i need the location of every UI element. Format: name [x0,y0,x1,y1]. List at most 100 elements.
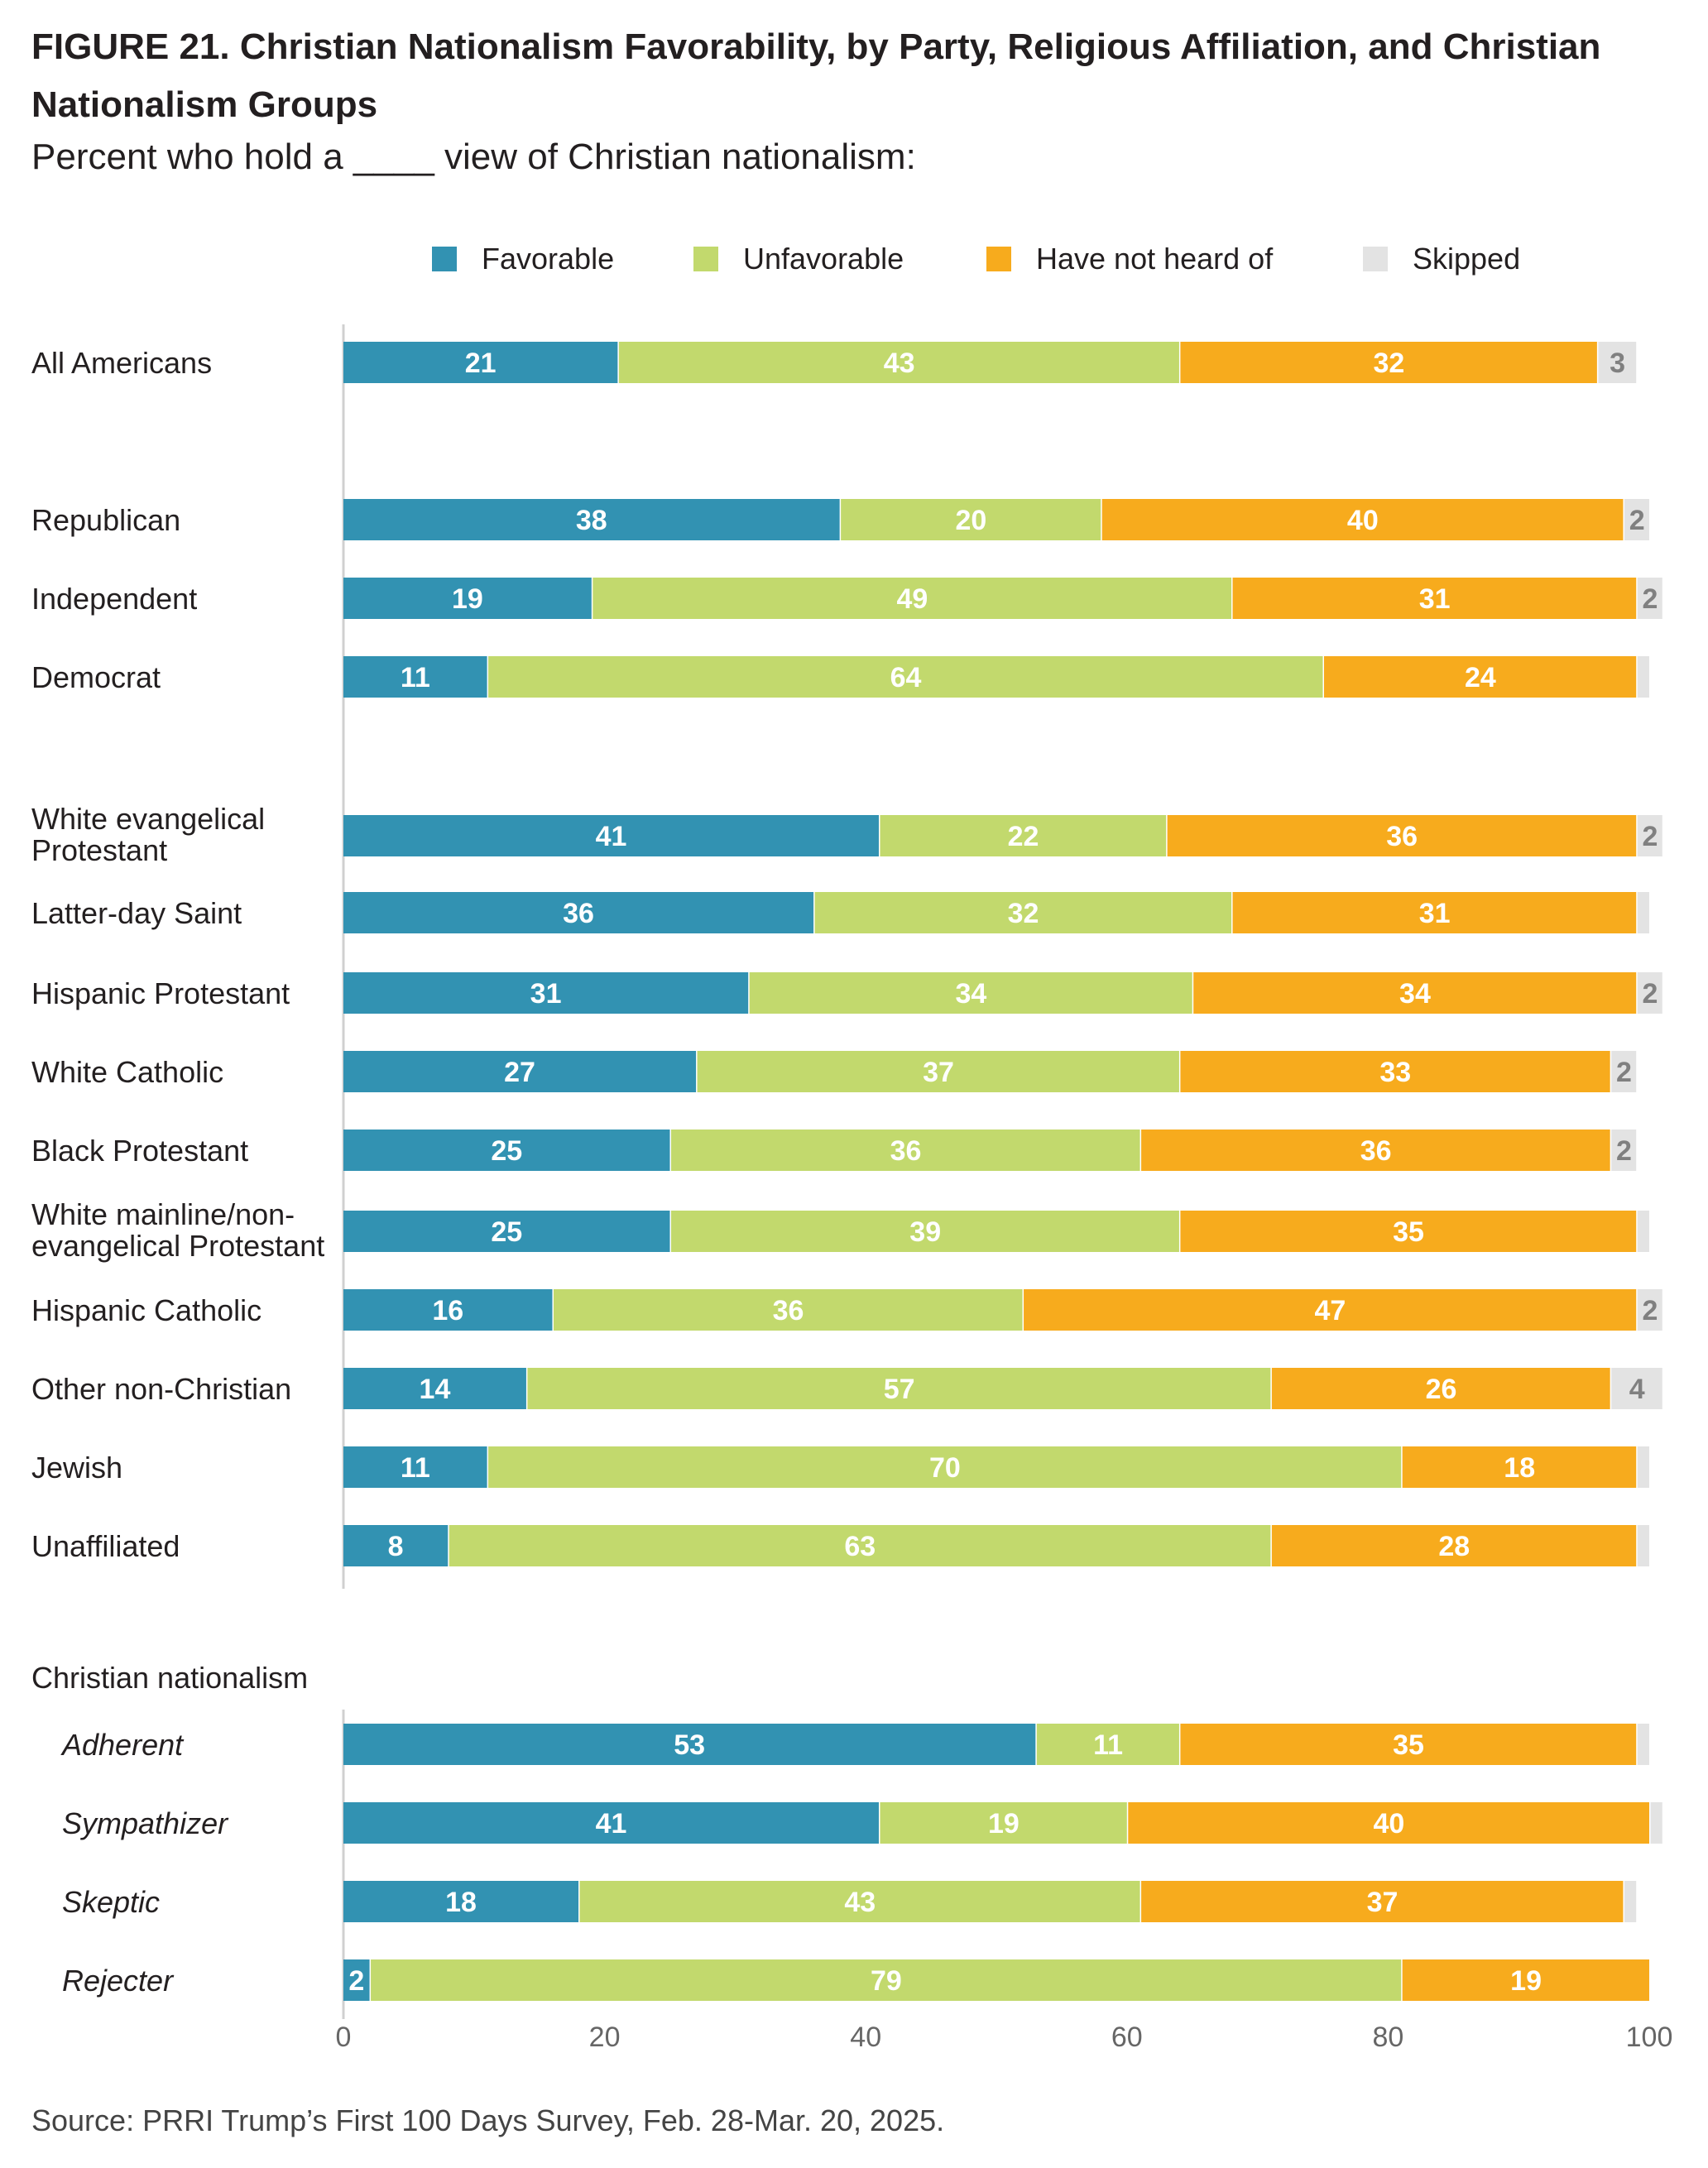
data-label-white-catholic-unfavorable: 37 [923,1057,954,1088]
row-label-unaffiliated: Unaffiliated [31,1529,180,1563]
row-label-independent: Independent [31,582,197,616]
row-label-hispanic-catholic: Hispanic Catholic [31,1293,261,1327]
data-label-white-mainline-non-evangelical-protestant-have-not-heard-of: 35 [1393,1216,1424,1248]
data-label-latter-day-saint-favorable: 36 [563,898,594,929]
bar-white-evangelical-protestant-skipped [1637,815,1662,856]
bar-unaffiliated-skipped [1637,1525,1649,1566]
data-label-jewish-unfavorable: 70 [929,1452,961,1484]
data-label-unaffiliated-unfavorable: 63 [844,1531,876,1562]
bar-democrat-skipped [1637,656,1649,698]
legend-swatch-favorable [432,247,457,271]
data-label-skeptic-favorable: 18 [445,1887,477,1918]
bar-independent-have-not-heard-of [1232,578,1637,619]
data-label-black-protestant-unfavorable: 36 [890,1135,922,1167]
data-label-hispanic-protestant-skipped: 2 [1643,978,1658,1010]
data-label-latter-day-saint-unfavorable: 32 [1008,898,1039,929]
data-label-republican-have-not-heard-of: 40 [1347,505,1379,536]
data-label-independent-unfavorable: 49 [897,583,928,615]
bar-sympathizer-skipped [1650,1802,1662,1844]
bar-democrat-unfavorable [488,656,1323,698]
bar-adherent-have-not-heard-of [1180,1724,1637,1765]
x-tick-40: 40 [850,2022,881,2053]
bar-hispanic-catholic-favorable [343,1289,553,1331]
bar-black-protestant-have-not-heard-of [1141,1130,1610,1171]
bar-white-catholic-unfavorable [697,1051,1179,1092]
bar-black-protestant-skipped [1611,1130,1637,1171]
bar-democrat-have-not-heard-of [1324,656,1637,698]
data-label-white-catholic-favorable: 27 [504,1057,535,1088]
group-header-christian-nationalism: Christian nationalism [31,1661,308,1695]
bar-other-non-christian-skipped [1611,1368,1662,1409]
data-label-sympathizer-have-not-heard-of: 40 [1373,1808,1404,1839]
data-label-hispanic-catholic-have-not-heard-of: 47 [1314,1295,1346,1326]
data-label-hispanic-protestant-unfavorable: 34 [956,978,987,1010]
data-label-republican-unfavorable: 20 [956,505,987,536]
row-label-rejecter: Rejecter [62,1964,175,1998]
bar-white-catholic-have-not-heard-of [1180,1051,1610,1092]
data-label-democrat-unfavorable: 64 [890,662,922,693]
bar-jewish-skipped [1637,1446,1649,1488]
bar-jewish-favorable [343,1446,487,1488]
bar-hispanic-protestant-favorable [343,972,749,1014]
data-label-adherent-favorable: 53 [674,1729,705,1761]
data-label-democrat-favorable: 11 [401,662,430,693]
data-label-black-protestant-favorable: 25 [491,1135,522,1167]
row-label-republican: Republican [31,503,180,537]
bar-white-mainline-non-evangelical-protestant-have-not-heard-of [1180,1211,1637,1252]
chart-subtitle: Percent who hold a ____ view of Christia… [31,137,916,177]
data-label-unaffiliated-have-not-heard-of: 28 [1438,1531,1470,1562]
bar-hispanic-protestant-unfavorable [749,972,1192,1014]
data-label-adherent-unfavorable: 11 [1093,1729,1123,1761]
data-label-democrat-have-not-heard-of: 24 [1465,662,1496,693]
bar-rejecter-unfavorable [371,1959,1402,2001]
data-label-hispanic-protestant-favorable: 31 [530,978,562,1010]
bar-all-americans-unfavorable [618,342,1179,383]
bar-white-catholic-favorable [343,1051,697,1092]
data-label-hispanic-catholic-favorable: 16 [432,1295,463,1326]
bar-other-non-christian-unfavorable [527,1368,1271,1409]
data-label-all-americans-favorable: 21 [465,348,497,379]
row-label-black-protestant: Black Protestant [31,1134,248,1168]
row-label-sympathizer: Sympathizer [62,1806,229,1840]
bar-other-non-christian-have-not-heard-of [1271,1368,1610,1409]
bar-jewish-unfavorable [488,1446,1402,1488]
data-label-rejecter-have-not-heard-of: 19 [1510,1965,1542,1997]
bar-black-protestant-unfavorable [671,1130,1140,1171]
legend-label-unfavorable: Unfavorable [743,242,904,276]
bar-hispanic-protestant-skipped [1637,972,1662,1014]
legend-label-skipped: Skipped [1413,242,1520,276]
data-label-white-catholic-skipped: 2 [1616,1057,1632,1088]
legend-swatch-have-not-heard-of [986,247,1011,271]
bar-hispanic-protestant-have-not-heard-of [1193,972,1637,1014]
data-label-republican-favorable: 38 [576,505,607,536]
bar-adherent-favorable [343,1724,1036,1765]
x-tick-0: 0 [336,2022,352,2053]
row-label-white-catholic: White Catholic [31,1055,223,1089]
data-label-other-non-christian-have-not-heard-of: 26 [1426,1374,1457,1405]
row-label-hispanic-protestant: Hispanic Protestant [31,976,290,1010]
bar-white-mainline-non-evangelical-protestant-skipped [1637,1211,1649,1252]
x-tick-100: 100 [1626,2022,1673,2053]
bar-all-americans-favorable [343,342,618,383]
chart-title: FIGURE 21. Christian Nationalism Favorab… [31,26,1601,125]
data-label-hispanic-catholic-skipped: 2 [1643,1295,1658,1326]
data-label-skeptic-have-not-heard-of: 37 [1367,1887,1399,1918]
row-label-all-americans: All Americans [31,346,212,380]
bar-republican-unfavorable [841,499,1101,540]
data-label-rejecter-favorable: 2 [348,1965,364,1997]
data-label-white-mainline-non-evangelical-protestant-unfavorable: 39 [909,1216,941,1248]
data-label-white-evangelical-protestant-favorable: 41 [596,821,627,852]
x-tick-60: 60 [1111,2022,1143,2053]
bar-hispanic-catholic-have-not-heard-of [1024,1289,1637,1331]
bar-republican-skipped [1624,499,1649,540]
bar-sympathizer-unfavorable [880,1802,1127,1844]
data-label-independent-skipped: 2 [1643,583,1658,615]
data-label-jewish-favorable: 11 [401,1452,430,1484]
title-block: FIGURE 21. Christian Nationalism Favorab… [31,18,1686,180]
data-label-hispanic-catholic-unfavorable: 36 [773,1295,804,1326]
legend-swatch-skipped [1363,247,1388,271]
bar-other-non-christian-favorable [343,1368,526,1409]
bar-all-americans-skipped [1598,342,1637,383]
bar-white-evangelical-protestant-unfavorable [880,815,1167,856]
data-label-jewish-have-not-heard-of: 18 [1504,1452,1535,1484]
